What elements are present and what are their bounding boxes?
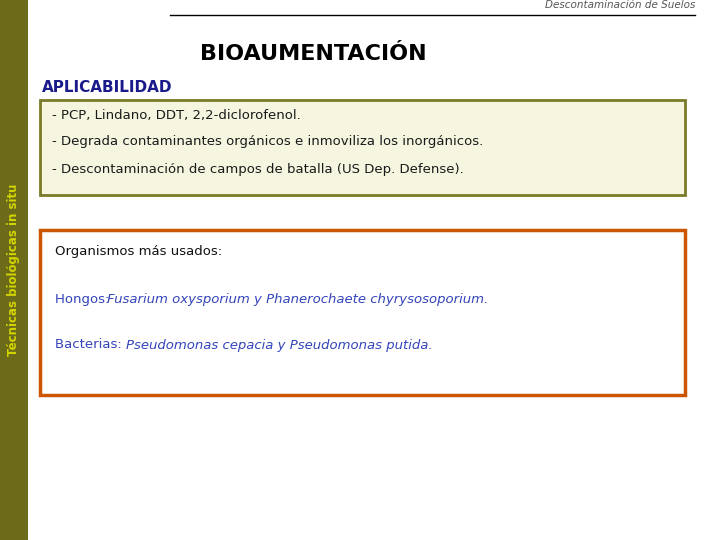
Text: Fusarium oxysporium y Phanerochaete chyrysosoporium.: Fusarium oxysporium y Phanerochaete chyr… xyxy=(107,294,488,307)
Text: - Degrada contaminantes orgánicos e inmoviliza los inorgánicos.: - Degrada contaminantes orgánicos e inmo… xyxy=(52,136,483,148)
Text: Pseudomonas cepacia y Pseudomonas putida.: Pseudomonas cepacia y Pseudomonas putida… xyxy=(126,339,433,352)
Text: Técnicas biológicas in situ: Técnicas biológicas in situ xyxy=(7,184,20,356)
Text: BIOAUMENTACIÓN: BIOAUMENTACIÓN xyxy=(200,44,427,64)
Text: Organismos más usados:: Organismos más usados: xyxy=(55,246,222,259)
Text: - PCP, Lindano, DDT, 2,2-diclorofenol.: - PCP, Lindano, DDT, 2,2-diclorofenol. xyxy=(52,109,301,122)
Text: Descontaminación de Suelos: Descontaminación de Suelos xyxy=(544,0,695,10)
Text: Bacterias:: Bacterias: xyxy=(55,339,126,352)
Text: APLICABILIDAD: APLICABILIDAD xyxy=(42,80,173,96)
Bar xyxy=(0,0,28,540)
Text: - Descontaminación de campos de batalla (US Dep. Defense).: - Descontaminación de campos de batalla … xyxy=(52,163,464,176)
Text: Hongos:: Hongos: xyxy=(55,294,114,307)
Bar xyxy=(40,230,685,395)
Bar xyxy=(40,100,685,195)
